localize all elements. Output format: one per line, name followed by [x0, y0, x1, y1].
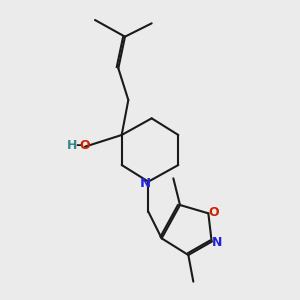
Text: N: N — [212, 236, 222, 250]
Text: -: - — [76, 138, 81, 152]
Text: N: N — [140, 177, 151, 190]
Text: O: O — [208, 206, 219, 218]
Text: H: H — [67, 139, 77, 152]
Text: O: O — [79, 139, 90, 152]
